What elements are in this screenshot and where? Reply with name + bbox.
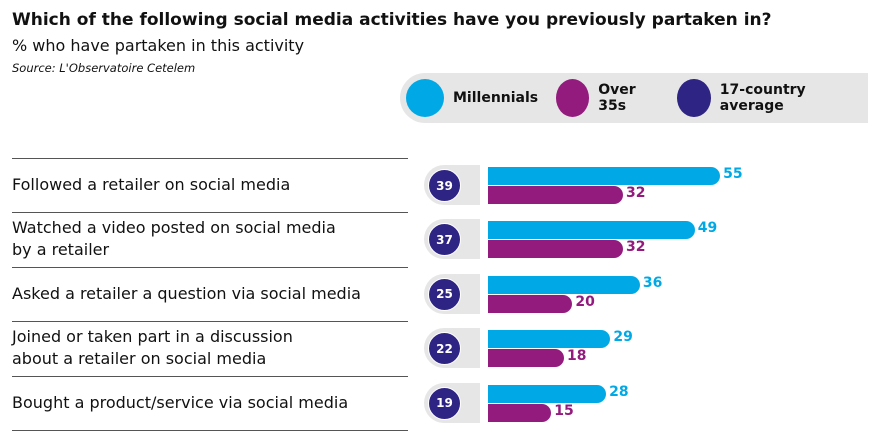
row-separator: [12, 266, 408, 268]
value-label-millennials: 55: [723, 166, 743, 182]
bar-millennials: [488, 167, 721, 185]
row-separator: [12, 375, 408, 377]
value-label-over-35s: 18: [566, 348, 587, 365]
legend-label: 17-country average: [719, 82, 806, 114]
value-label-millennials: 28: [609, 383, 629, 400]
average-badge: 19: [428, 386, 461, 420]
row-separator: [12, 212, 408, 214]
bar-over-35s: [488, 403, 552, 422]
category-label: Followed a retailer on social media: [12, 175, 291, 194]
legend-item-over-35s: Over 35s: [556, 79, 671, 117]
legend-swatch: [556, 79, 590, 117]
bar-over-35s: [488, 240, 624, 259]
bar-millennials: [488, 275, 640, 294]
legend-swatch: [406, 79, 444, 117]
value-label-millennials: 49: [697, 220, 718, 237]
value-label-millennials: 36: [642, 274, 663, 291]
chart-subtitle: % who have partaken in this activity: [12, 36, 305, 55]
bar-over-35s: [488, 349, 564, 368]
average-badge: 25: [428, 277, 461, 311]
row-separator: [12, 321, 408, 323]
legend-item-average: 17-country average: [677, 79, 868, 117]
category-label: Bought a product/service via social medi…: [12, 392, 349, 412]
average-badge: 39: [428, 169, 461, 202]
bar-millennials: [488, 384, 607, 403]
average-badge: 22: [428, 332, 461, 366]
category-label: Watched a video posted on social media by…: [12, 218, 336, 260]
bar-over-35s: [488, 186, 624, 204]
row-separator: [12, 158, 408, 159]
legend-swatch: [677, 79, 711, 117]
category-label: Joined or taken part in a discussion abou…: [12, 327, 293, 369]
bar-millennials: [488, 221, 695, 240]
bar-millennials: [488, 330, 611, 349]
average-badge: 37: [428, 223, 461, 257]
row-separator: [12, 430, 408, 431]
value-label-over-35s: 15: [554, 402, 574, 419]
value-label-millennials: 29: [613, 329, 633, 346]
chart-source: Source: L'Observatoire Cetelem: [12, 61, 196, 75]
value-label-over-35s: 32: [626, 239, 646, 256]
chart-title: Which of the following social media acti…: [12, 10, 772, 30]
legend: Millennials Over 35s 17-country average: [400, 73, 868, 123]
legend-item-millennials: Millennials: [406, 79, 550, 117]
legend-label: Over 35s: [598, 82, 636, 114]
category-label: Asked a retailer a question via social m…: [12, 283, 361, 303]
value-label-over-35s: 32: [626, 185, 646, 201]
legend-label: Millennials: [453, 90, 539, 106]
bar-over-35s: [488, 294, 573, 313]
value-label-over-35s: 20: [575, 293, 595, 310]
